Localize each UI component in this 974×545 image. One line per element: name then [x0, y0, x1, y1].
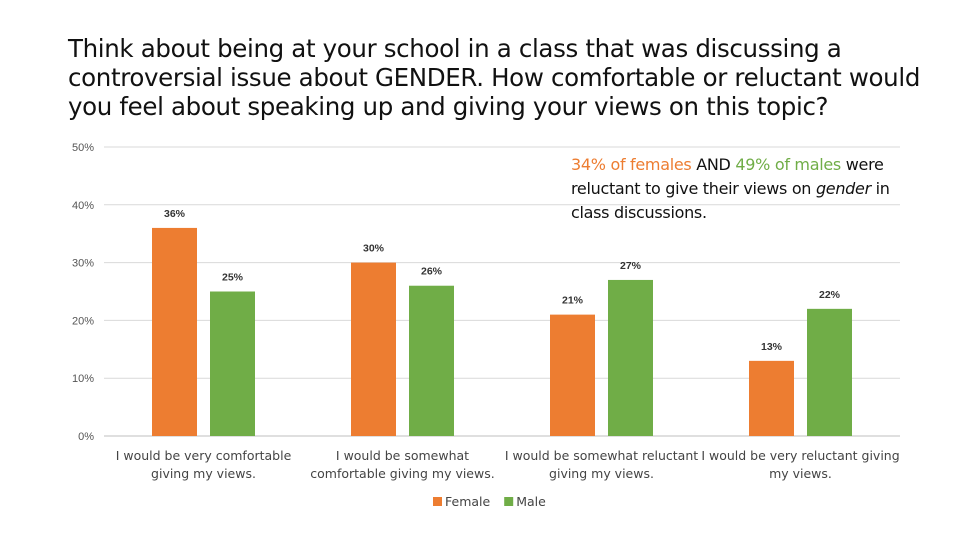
x-category-label: giving my views. [151, 466, 256, 481]
legend-label-male: Male [516, 494, 546, 509]
x-category-label: I would be somewhat [336, 448, 469, 463]
bar-female [351, 262, 396, 436]
legend-swatch-male [504, 497, 514, 506]
x-category-label: I would be very reluctant giving [701, 448, 899, 463]
bar-male [409, 285, 454, 436]
chart-title: Think about being at your school in a cl… [68, 34, 921, 121]
y-tick-label: 10% [72, 373, 94, 385]
annotation-male-stat: 49% of males [735, 155, 841, 174]
bar-male [807, 308, 852, 436]
data-label: 13% [761, 341, 783, 353]
y-tick-label: 20% [72, 315, 94, 327]
x-category-label: giving my views. [549, 466, 654, 481]
data-label: 36% [164, 208, 186, 220]
bar-female [550, 314, 595, 436]
data-label: 30% [363, 243, 385, 255]
x-category-label: I would be somewhat reluctant [505, 448, 698, 463]
annotation-female-stat: 34% of females [571, 155, 692, 174]
bar-female [749, 360, 794, 436]
annotation-end: in class discussions. [571, 179, 890, 222]
legend-label-female: Female [445, 494, 491, 509]
x-category-label: comfortable giving my views. [310, 466, 494, 481]
annotation-emphasis: gender [815, 179, 871, 198]
y-tick-label: 30% [72, 258, 94, 270]
legend-swatch-female [433, 497, 442, 506]
x-category-label: my views. [769, 466, 832, 481]
bar-male [210, 291, 255, 436]
data-label: 26% [421, 266, 443, 278]
bar-male [608, 279, 653, 436]
bar-female [152, 227, 197, 436]
y-tick-label: 40% [72, 200, 94, 212]
data-label: 25% [222, 272, 244, 284]
annotation-body: were reluctant to give their views on [571, 155, 884, 198]
data-label: 27% [620, 260, 642, 272]
annotation-connector: AND [691, 155, 736, 174]
x-category-label: I would be very comfortable [116, 448, 292, 463]
data-label: 22% [819, 289, 841, 301]
y-tick-label: 50% [72, 142, 94, 154]
annotation-text: 34% of females AND 49% of males were rel… [571, 153, 931, 225]
y-tick-label: 0% [78, 431, 94, 443]
data-label: 21% [562, 295, 584, 307]
